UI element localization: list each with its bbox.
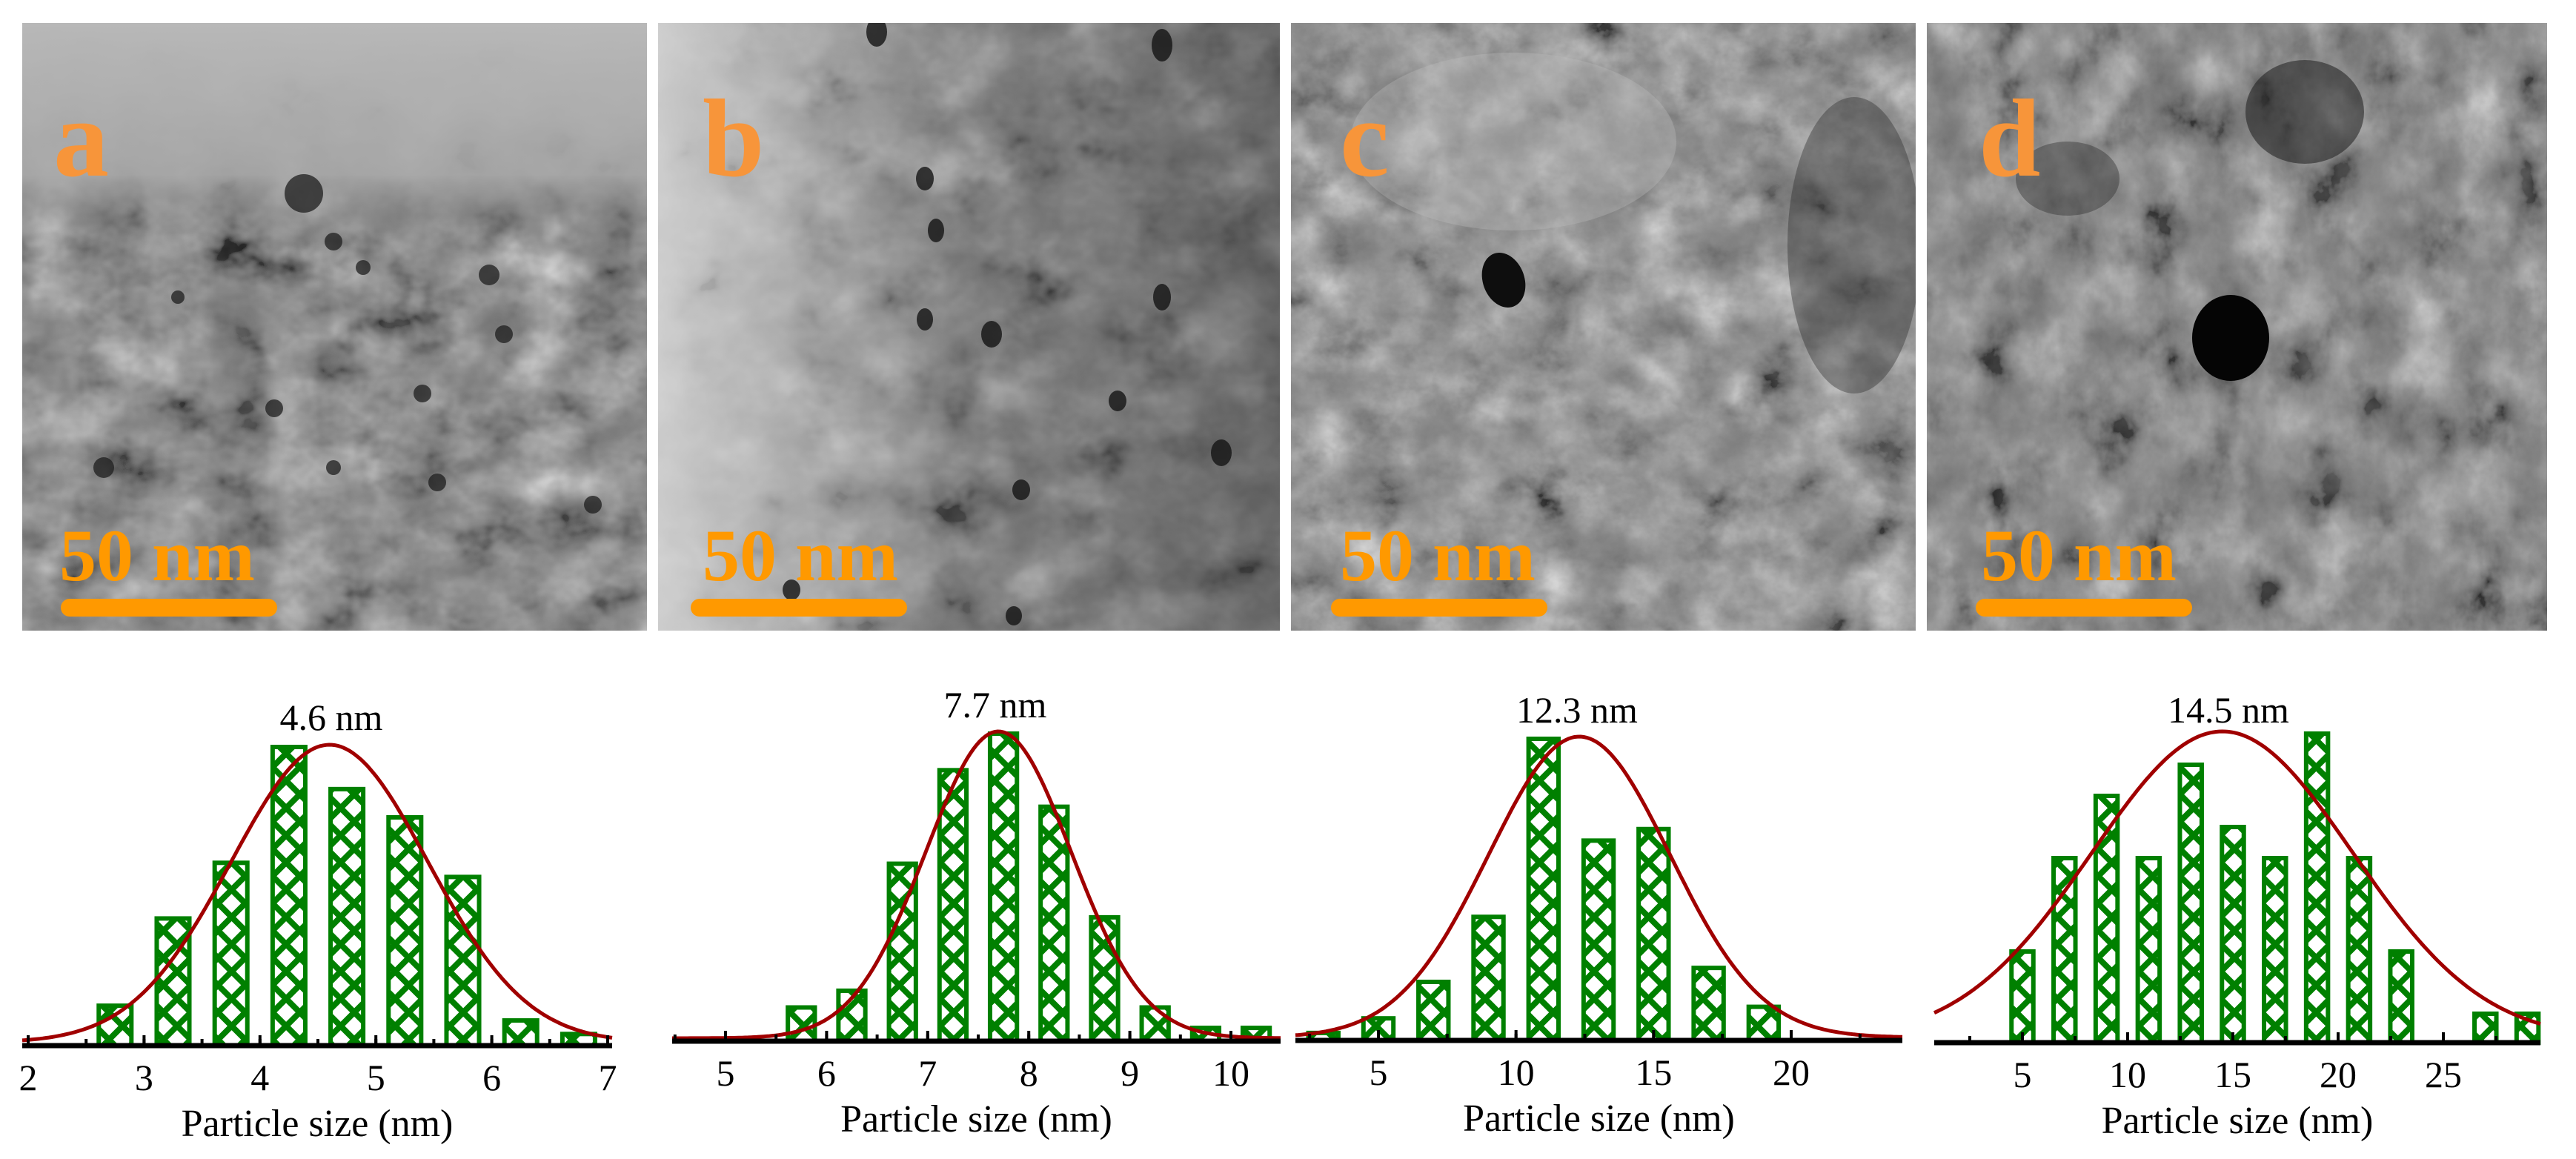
x-axis-label: Particle size (nm): [2102, 1100, 2374, 1142]
x-tick-label: 25: [2425, 1054, 2462, 1095]
histogram-bar: [1581, 838, 1616, 1043]
histogram-bar: [502, 1018, 540, 1048]
x-tick-label: 5: [2014, 1054, 2032, 1095]
histogram-b: 5 6 7 8 9 10 Particle size (nm) 7.7 nm: [672, 684, 1281, 1140]
x-tick-label: 6: [482, 1057, 501, 1098]
histogram-c: 5 10 15 20 Particle size (nm) 12.3 nm: [1295, 689, 1903, 1140]
panel-label-a: a: [53, 77, 109, 200]
x-tick-label: 3: [135, 1057, 153, 1098]
histogram-bar: [1038, 804, 1070, 1043]
scale-bar-label-d: 50 nm: [1981, 514, 2177, 597]
histogram-bar: [886, 861, 918, 1044]
histogram-bar: [2262, 856, 2288, 1045]
histogram-bar: [1526, 737, 1561, 1043]
x-axis-label: Particle size (nm): [1463, 1097, 1735, 1140]
x-tick-label: 5: [367, 1057, 385, 1098]
histogram-bar: [987, 731, 1020, 1043]
mean-size-label: 14.5 nm: [2168, 689, 2289, 731]
x-tick-label: 4: [250, 1057, 269, 1098]
histogram-bar: [212, 860, 250, 1049]
histogram-bar: [937, 768, 969, 1043]
x-tick-label: 20: [1773, 1052, 1810, 1093]
x-tick-label: 9: [1121, 1052, 1139, 1094]
gaussian-fit-curve: [1295, 734, 1903, 1039]
histogram-a: 2 3 4 5 6 7 Particle size (nm) 4.6 nm: [19, 697, 617, 1145]
histogram-bar: [2472, 1012, 2499, 1045]
histogram-bar: [2346, 856, 2373, 1045]
histogram-bar: [1691, 966, 1726, 1043]
histogram-bar: [2051, 856, 2078, 1045]
x-tick-label: 15: [1635, 1052, 1672, 1093]
x-tick-label: 10: [1498, 1052, 1535, 1093]
panel-label-c: c: [1340, 77, 1390, 200]
scale-bar-label-c: 50 nm: [1340, 514, 1536, 597]
x-tick-label: 5: [1370, 1052, 1388, 1093]
scale-bar-b: [691, 599, 907, 617]
histogram-bar: [1139, 1005, 1171, 1043]
tem-texture-d: [1927, 23, 2547, 631]
histogram-bar: [154, 916, 192, 1049]
scale-bar-d: [1976, 599, 2192, 617]
histogram-bar: [2135, 856, 2162, 1045]
x-tick-label: 8: [1020, 1052, 1038, 1094]
scale-bar-c: [1331, 599, 1547, 617]
histogram-bar: [786, 1005, 817, 1043]
mean-size-label: 7.7 nm: [944, 684, 1047, 725]
gaussian-fit-curve: [1933, 729, 2541, 1026]
histogram-bar: [2303, 731, 2331, 1045]
x-tick-label: 5: [717, 1052, 735, 1094]
tem-texture-c: [1291, 23, 1916, 631]
panel-label-d: d: [1979, 77, 2041, 200]
histogram-bar: [1471, 914, 1506, 1043]
histogram-bar: [328, 786, 366, 1048]
x-tick-label: 7: [599, 1057, 617, 1098]
scale-bar-label-b: 50 nm: [703, 514, 898, 597]
gaussian-fit-curve: [672, 729, 1281, 1040]
tem-image-d: [1927, 23, 2547, 631]
x-tick-label: 7: [918, 1052, 937, 1094]
tem-image-b: [658, 23, 1280, 631]
histogram-d: 5 10 15 20 25 Particle size (nm) 14.5 nm: [1933, 689, 2541, 1142]
mean-size-label: 12.3 nm: [1516, 689, 1638, 731]
x-tick-label: 15: [2214, 1054, 2251, 1095]
x-tick-label: 20: [2320, 1054, 2357, 1095]
histogram-bar: [96, 1003, 134, 1049]
x-axis-label: Particle size (nm): [840, 1098, 1112, 1140]
scale-bar-a: [61, 599, 277, 617]
histogram-bar: [2388, 949, 2414, 1045]
x-tick-label: 2: [19, 1057, 38, 1098]
gaussian-fit-curve: [21, 743, 613, 1043]
panel-label-b: b: [703, 77, 765, 200]
histogram-bar: [2009, 949, 2036, 1045]
histogram-bar: [2177, 763, 2204, 1045]
tem-image-a: [22, 23, 647, 631]
histogram-bar: [1416, 980, 1451, 1043]
tem-image-c: [1291, 23, 1916, 631]
histogram-bar: [1636, 826, 1671, 1043]
histogram-bar: [386, 815, 424, 1049]
x-tick-label: 6: [817, 1052, 836, 1094]
histogram-bar: [2093, 794, 2120, 1045]
x-tick-label: 10: [1212, 1052, 1249, 1094]
scale-bar-label-a: 50 nm: [59, 514, 255, 597]
histogram-bar: [2220, 825, 2246, 1045]
histogram-bar: [1746, 1004, 1782, 1043]
x-axis-label: Particle size (nm): [182, 1103, 454, 1145]
mean-size-label: 4.6 nm: [280, 697, 383, 738]
tem-texture-b: [658, 23, 1280, 631]
histogram-bar: [270, 745, 308, 1048]
tem-texture-a: [22, 23, 647, 631]
x-tick-label: 10: [2109, 1054, 2146, 1095]
